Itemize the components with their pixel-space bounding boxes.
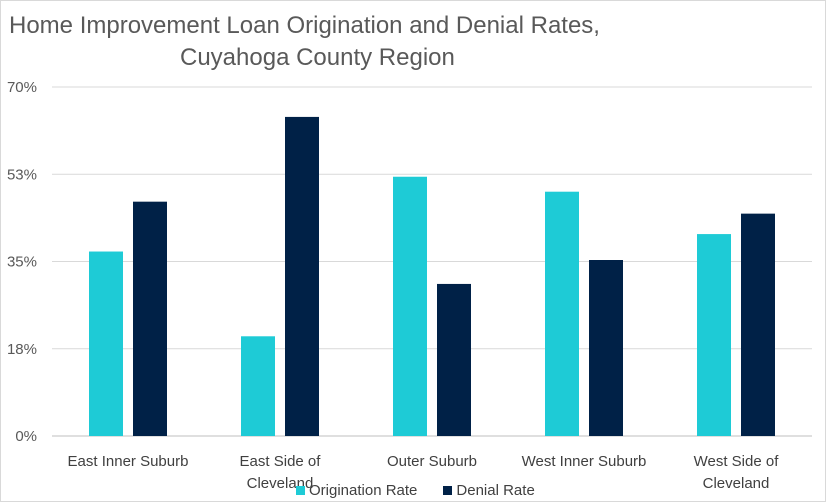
- legend-item-origination: Origination Rate: [296, 482, 417, 499]
- legend: Origination Rate Denial Rate: [296, 480, 561, 500]
- bar-denial-rate: [589, 260, 623, 436]
- bar-origination-rate: [393, 176, 427, 436]
- bar-origination-rate: [241, 336, 275, 436]
- legend-label-origination: Origination Rate: [309, 481, 418, 499]
- y-tick-label: 53%: [7, 166, 37, 183]
- bar-denial-rate: [285, 116, 319, 437]
- x-category-label: East Inner Suburb: [68, 453, 189, 470]
- x-category-label: Outer Suburb: [387, 453, 477, 470]
- y-tick-label: 18%: [7, 341, 37, 358]
- legend-item-denial: Denial Rate: [443, 481, 535, 499]
- y-tick-label: 0%: [15, 428, 37, 445]
- bar-denial-rate: [741, 213, 775, 436]
- x-category-label: West Side of Cleveland: [694, 453, 780, 492]
- legend-label-denial: Denial Rate: [456, 481, 535, 499]
- y-tick-label: 70%: [7, 79, 37, 96]
- y-tick-label: 35%: [7, 254, 37, 271]
- x-category-label: West Inner Suburb: [522, 453, 647, 470]
- chart-title-line-1: Home Improvement Loan Origination and De…: [9, 12, 600, 39]
- chart-title-line-2: Cuyahoga County Region: [180, 44, 455, 71]
- bar-origination-rate: [89, 251, 123, 436]
- legend-swatch-denial: [443, 485, 453, 495]
- legend-swatch-origination: [296, 485, 305, 495]
- bar-denial-rate: [437, 283, 471, 436]
- bar-origination-rate: [697, 234, 731, 436]
- bar-denial-rate: [133, 201, 167, 436]
- bar-origination-rate: [545, 191, 579, 436]
